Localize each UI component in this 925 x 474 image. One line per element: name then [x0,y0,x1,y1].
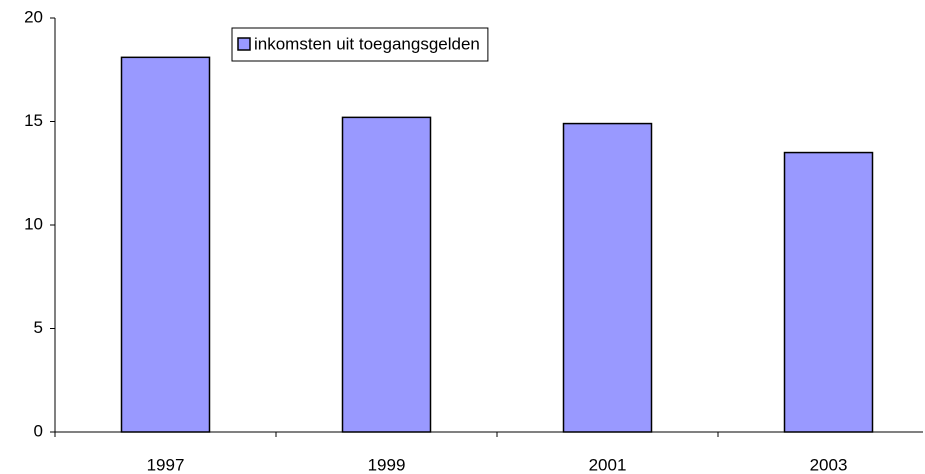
x-tick-label: 1997 [147,455,185,474]
y-tick-label: 0 [34,421,43,440]
y-tick-label: 5 [34,318,43,337]
x-tick-label: 2001 [589,455,627,474]
x-tick-label: 2003 [810,455,848,474]
legend-swatch [237,37,251,51]
bar [562,122,653,433]
bar [783,151,874,433]
y-tick-label: 10 [24,214,43,233]
bar [341,116,432,433]
bar [120,56,211,433]
legend [231,27,489,62]
legend-label: inkomsten uit toegangsgelden [254,34,480,53]
x-tick-label: 1999 [368,455,406,474]
y-tick-label: 15 [24,111,43,130]
y-tick-label: 20 [24,7,43,26]
